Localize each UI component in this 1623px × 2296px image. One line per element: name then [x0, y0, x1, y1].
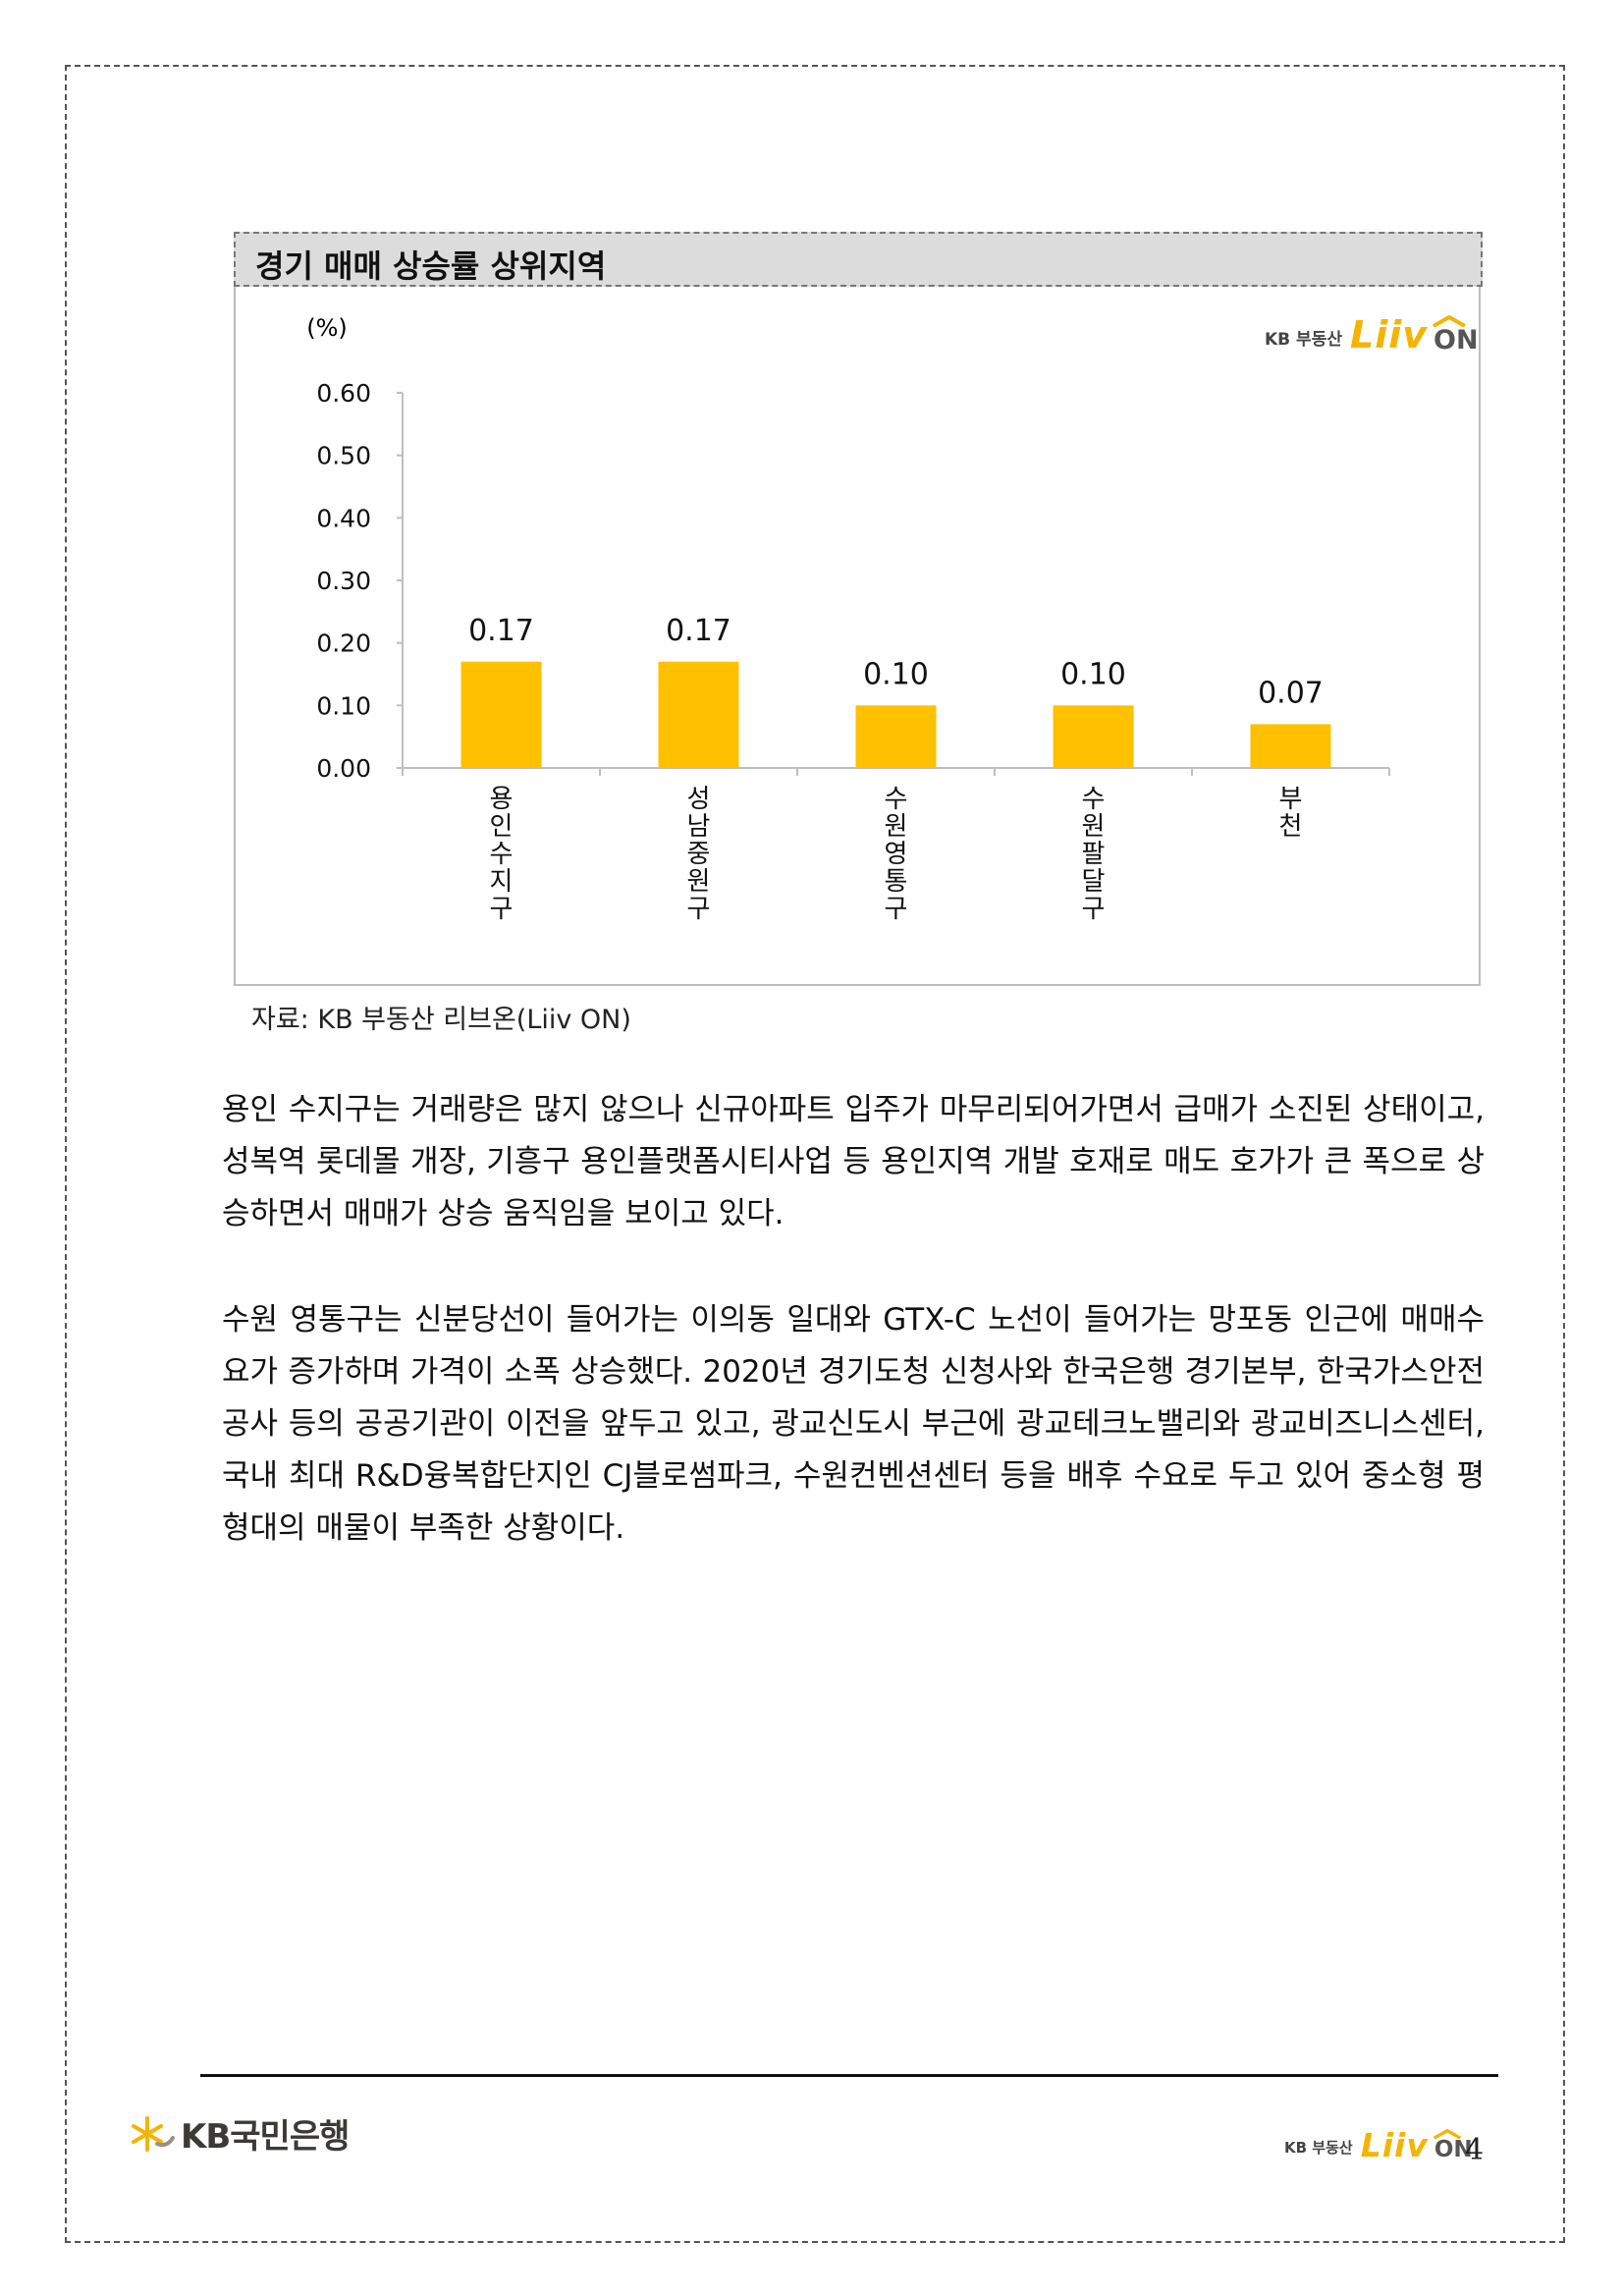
y-tick-label: 0.30	[316, 567, 371, 595]
data-label: 0.10	[863, 657, 929, 691]
footer-kb-realestate-text: KB 부동산	[1284, 2139, 1353, 2157]
y-tick-label: 0.00	[316, 754, 371, 783]
paragraph-suwon: 수원 영통구는 신분당선이 들어가는 이의동 일대와 GTX-C 노선이 들어가…	[222, 1302, 1485, 1546]
bar	[1250, 724, 1331, 768]
chart-header: 경기 매매 상승률 상위지역	[234, 232, 1483, 287]
liiv-on-logo: KB 부동산 Liiv ON	[1265, 313, 1479, 356]
y-tick-label: 0.50	[316, 442, 371, 470]
bar	[855, 705, 937, 768]
paragraph-yongin: 용인 수지구는 거래량은 많지 않으나 신규아파트 입주가 마무리되어가면서 급…	[222, 1092, 1485, 1231]
footer-rule	[200, 2074, 1498, 2077]
y-tick-label: 0.10	[316, 691, 371, 720]
page-border	[65, 65, 1565, 2243]
footer-liiv-on-logo: KB 부동산 Liiv ON	[1284, 2129, 1473, 2161]
bar-chart: (%) 0.00 0.10 0.20 0.30 0.40 0.50 0.60 0.17 용 인 수 지…	[306, 314, 1390, 924]
chart-source: 자료: KB 부동산 리브온(Liiv ON)	[251, 1005, 631, 1035]
chart-title: 경기 매매 상승률 상위지역	[255, 247, 607, 285]
kb-realestate-text: KB 부동산	[1265, 330, 1342, 350]
data-label: 0.10	[1060, 657, 1126, 691]
footer-liiv-text: Liiv	[1360, 2126, 1429, 2164]
bank-name: KB국민은행	[181, 2117, 350, 2157]
kb-star-icon	[132, 2115, 175, 2152]
on-label: ON	[1434, 325, 1479, 355]
footer-on-label: ON	[1434, 2137, 1473, 2162]
footer-on-text: ON	[1433, 2129, 1473, 2162]
data-label: 0.07	[1258, 676, 1324, 710]
page-number: 4	[1465, 2133, 1485, 2167]
y-tick-label: 0.40	[316, 504, 371, 532]
data-label: 0.17	[468, 614, 534, 648]
bar	[658, 661, 739, 768]
footer-house-roof-icon	[1433, 2129, 1462, 2139]
data-label: 0.17	[666, 614, 731, 648]
kb-bank-logo: KB국민은행	[128, 2109, 350, 2158]
chart-box: (%) 0.00 0.10 0.20 0.30 0.40 0.50 0.60 0.17 용 인 수 지…	[234, 287, 1481, 986]
bar	[460, 661, 542, 768]
y-tick-label: 0.20	[316, 629, 371, 658]
on-text: ON	[1433, 315, 1479, 355]
liiv-text: Liiv	[1349, 313, 1429, 356]
house-roof-icon	[1433, 315, 1467, 327]
y-axis-unit: (%)	[306, 314, 348, 342]
bar	[1053, 705, 1134, 768]
y-tick-label: 0.60	[316, 379, 371, 408]
